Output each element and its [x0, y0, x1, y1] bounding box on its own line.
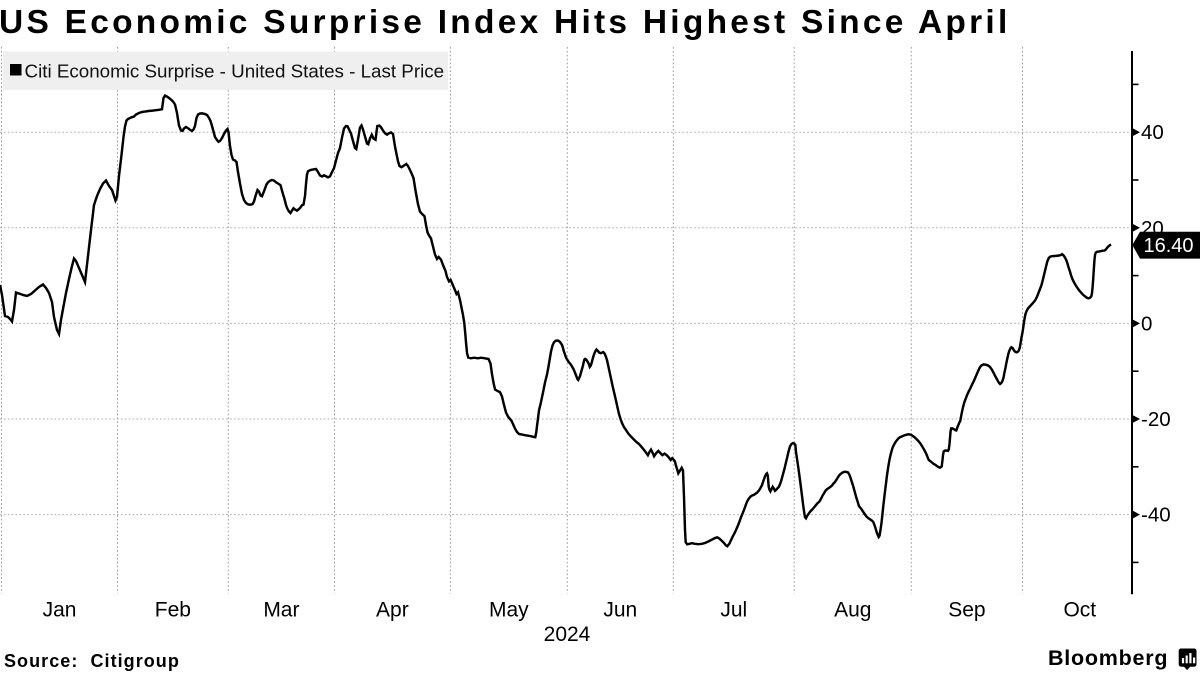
- svg-text:Bloomberg: Bloomberg: [1048, 646, 1168, 670]
- svg-text:Oct: Oct: [1063, 599, 1096, 622]
- svg-text:Apr: Apr: [376, 599, 409, 622]
- svg-text:US Economic Surprise Index Hit: US Economic Surprise Index Hits Highest …: [0, 4, 1011, 41]
- svg-text:May: May: [489, 599, 529, 622]
- svg-text:Sep: Sep: [948, 599, 985, 622]
- svg-text:40: 40: [1141, 121, 1164, 144]
- svg-text:16.40: 16.40: [1144, 235, 1194, 257]
- svg-text:Source: Citigroup: Source: Citigroup: [4, 651, 180, 671]
- svg-text:Jul: Jul: [720, 599, 747, 622]
- svg-text:Jun: Jun: [603, 599, 637, 622]
- svg-text:Mar: Mar: [263, 599, 299, 622]
- svg-text:Citi Economic Surprise - Unite: Citi Economic Surprise - United States -…: [25, 61, 445, 82]
- svg-text:Jan: Jan: [43, 599, 77, 622]
- svg-text:-40: -40: [1141, 504, 1171, 527]
- svg-text:-20: -20: [1141, 408, 1171, 431]
- svg-text:0: 0: [1141, 312, 1152, 335]
- svg-text:Aug: Aug: [834, 599, 871, 622]
- svg-text:Feb: Feb: [155, 599, 191, 622]
- svg-text:2024: 2024: [544, 623, 591, 646]
